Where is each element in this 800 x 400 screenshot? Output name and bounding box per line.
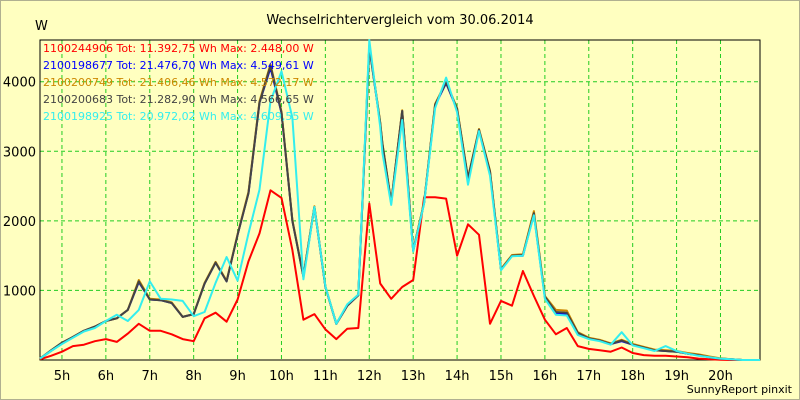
x-tick-label: 5h [54,369,71,384]
x-tick-label: 19h [664,369,689,384]
x-tick-label: 17h [576,369,601,384]
x-tick-label: 10h [269,369,294,384]
x-axis-ticks: 5h 6h 7h 8h 9h 10h 11h 12h 13h 14h 15h 16h 17h 18h 19h… [54,369,733,384]
y-tick-label: 3000 [3,145,36,160]
x-tick-label: 15h [489,369,514,384]
grid [40,40,760,360]
y-tick-label: 4000 [3,76,36,91]
x-tick-label: 6h [98,369,115,384]
y-axis-ticks: 1000 2000 3000 4000 [3,76,36,300]
x-tick-label: 8h [185,369,202,384]
x-tick-label: 11h [313,369,338,384]
chart-title: Wechselrichtervergleich vom 30.06.2014 [266,13,533,28]
legend-entry-2100198925: 2100198925 Tot: 20.972,02 Wh Max: 4.609,… [43,110,314,123]
plot-area [39,39,761,361]
x-tick-label: 18h [620,369,645,384]
legend: 1100244906 Tot: 11.392,75 Wh Max: 2.448,… [43,42,314,123]
x-tick-label: 9h [229,369,246,384]
x-tick-label: 14h [445,369,470,384]
x-tick-label: 13h [401,369,426,384]
series-line-2100198925 [39,39,760,361]
legend-entry-2100200749: 2100200749 Tot: 21.406,46 Wh Max: 4.572,… [43,76,314,89]
y-axis-unit: W [35,19,48,34]
legend-entry-1100244906: 1100244906 Tot: 11.392,75 Wh Max: 2.448,… [43,42,314,55]
y-tick-label: 1000 [3,284,36,299]
x-tick-label: 7h [141,369,158,384]
x-tick-label: 12h [357,369,382,384]
series [39,39,760,361]
x-tick-label: 16h [532,369,557,384]
series-line-1100244906 [39,189,760,361]
legend-entry-2100198677: 2100198677 Tot: 21.476,70 Wh Max: 4.549,… [43,59,314,72]
y-tick-label: 2000 [3,215,36,230]
footer-credit: SunnyReport pinxit [687,383,793,396]
legend-entry-2100200683: 2100200683 Tot: 21.282,90 Wh Max: 4.566,… [43,93,314,106]
x-tick-label: 20h [708,369,733,384]
